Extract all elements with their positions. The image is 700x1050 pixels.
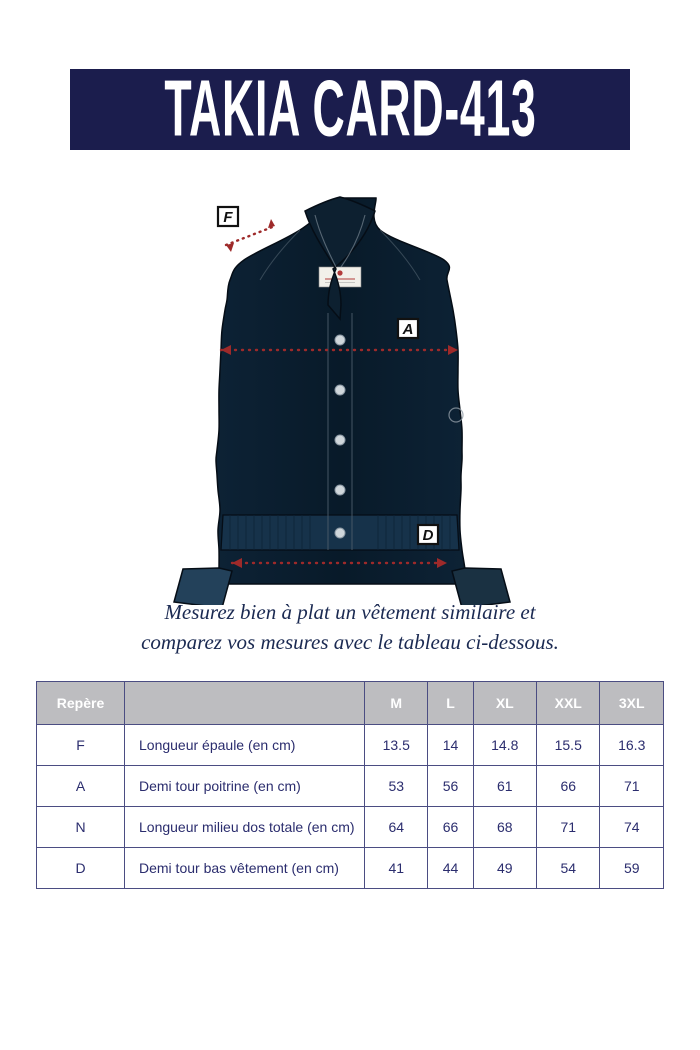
svg-text:D: D	[423, 527, 434, 544]
svg-text:F: F	[223, 209, 233, 226]
svg-text:A: A	[402, 321, 414, 338]
